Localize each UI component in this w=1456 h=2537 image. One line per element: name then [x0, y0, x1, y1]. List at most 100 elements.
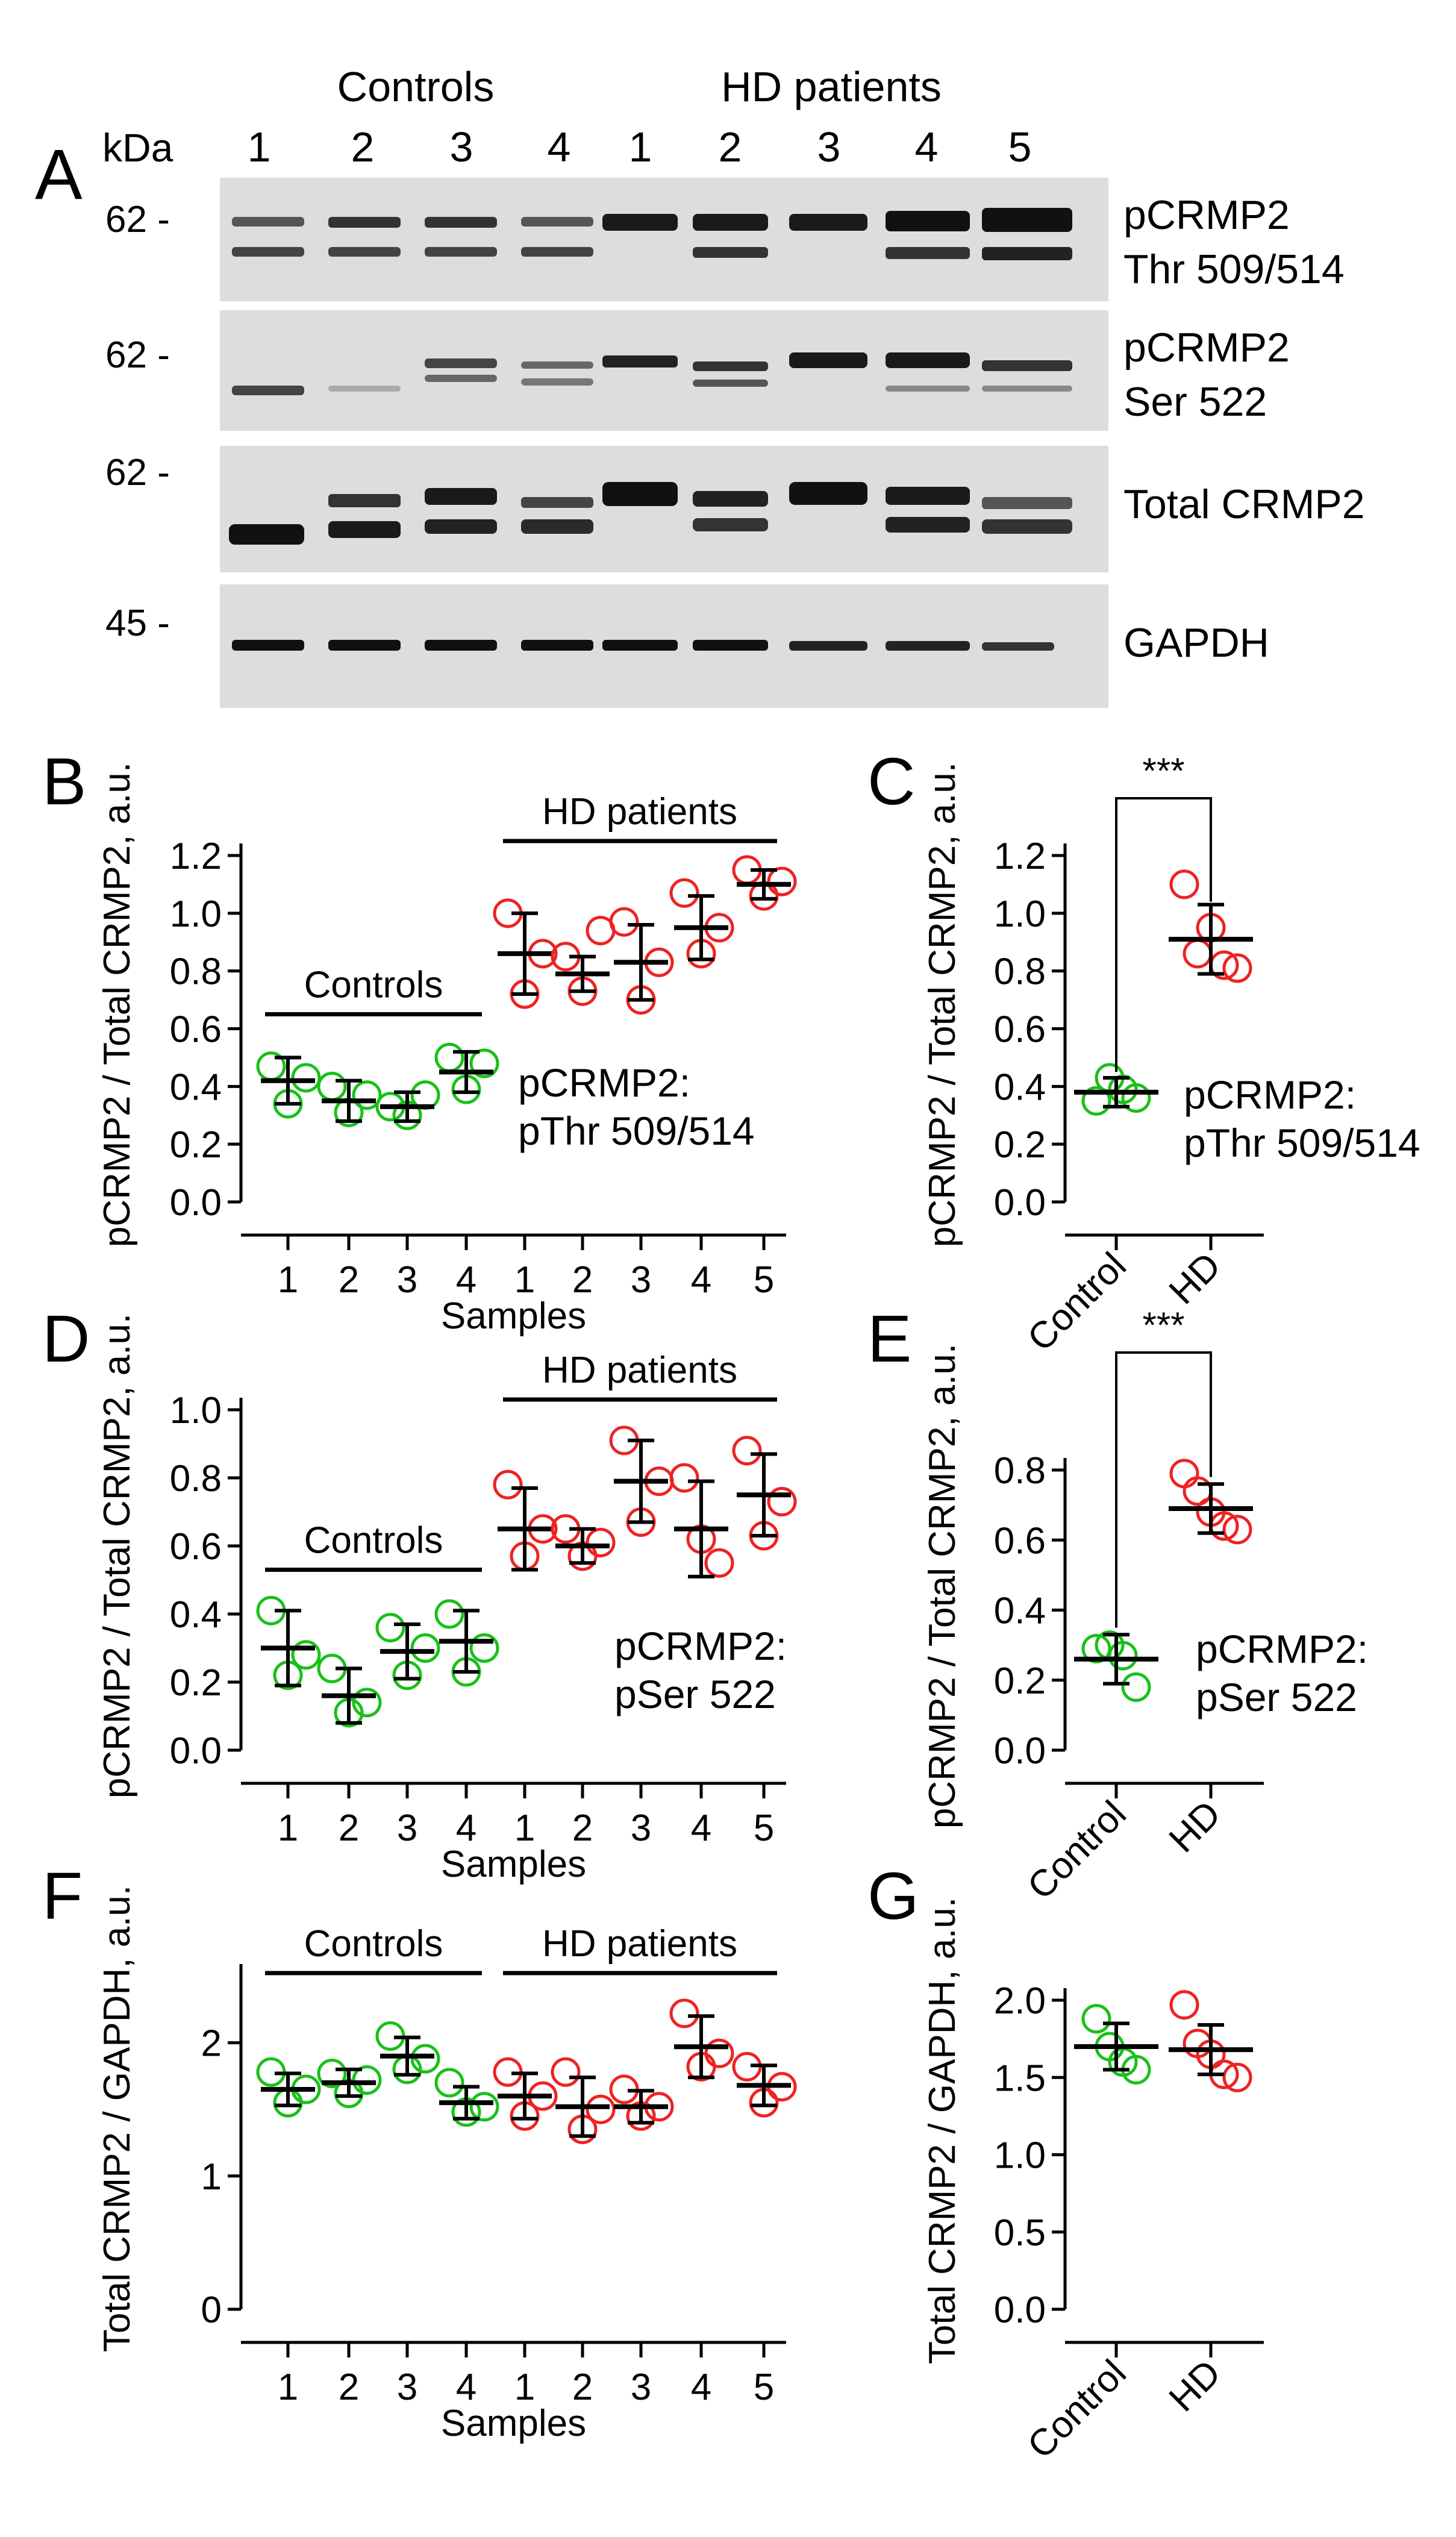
blot-band	[982, 360, 1072, 371]
lane-number: 1	[629, 124, 652, 170]
x-tick-label: 3	[397, 1259, 417, 1301]
blot-band	[982, 497, 1072, 509]
x-tick-label: HD	[1161, 1793, 1229, 1860]
blot-band	[328, 521, 401, 538]
blot-band	[602, 640, 678, 651]
annotation-line: pSer 522	[614, 1672, 776, 1716]
data-point	[469, 1633, 499, 1663]
blot-bands-pthr	[232, 208, 1072, 260]
blot-band	[328, 640, 401, 651]
blot-marker: 62 -	[105, 199, 170, 240]
y-tick-label: 0.0	[994, 1730, 1046, 1772]
data-point	[410, 1633, 440, 1663]
data-point	[1108, 1641, 1138, 1671]
x-tick-label: 1	[514, 2367, 535, 2408]
chart-c: 0.0 0.2 0.4 0.6 0.8 1.0 1.2 pCRMP2 / Total CRMP…	[922, 751, 1420, 1359]
panel-d: D 0.0 0.2 0.4 0.6 0.8 1.0 pCRMP2 / Total CRMP2…	[42, 1302, 797, 1885]
x-tick-label: 2	[572, 2367, 593, 2408]
x-tick-label: 3	[397, 2367, 417, 2408]
x-tick-label: 3	[397, 1807, 417, 1849]
blot-strip-pthr	[220, 178, 1108, 301]
data-point	[669, 878, 699, 908]
blot-band	[232, 386, 304, 395]
lane-number: 3	[450, 124, 473, 170]
blot-band	[229, 524, 304, 545]
y-tick-label: 0.6	[994, 1520, 1046, 1562]
panel-c: C 0.0 0.2 0.4 0.6 0.8 1.0 1.2 pCRMP2 / Total CR…	[867, 745, 1420, 1359]
data-point	[586, 2094, 616, 2124]
blot-band	[886, 386, 970, 392]
lane-number: 5	[1008, 124, 1032, 170]
blot-band	[425, 358, 497, 368]
blot-band	[328, 494, 401, 507]
blot-row-pser: 62 - pCRMP2 Ser 522	[105, 310, 1290, 431]
data-point	[434, 1042, 464, 1072]
x-tick-label: 2	[572, 1807, 593, 1849]
data-point	[732, 1436, 762, 1466]
panel-g: G 0.0 0.5 1.0 1.5 2.0 Total CRMP2 / GAPDH, a.…	[867, 1859, 1264, 2467]
y-tick-label: 0.4	[170, 1594, 222, 1636]
blot-group-hd: HD patients	[721, 63, 942, 110]
data-point	[767, 1487, 797, 1517]
blot-marker: 45 -	[105, 602, 170, 644]
blot-band	[886, 352, 970, 368]
x-tick-label: 5	[754, 1807, 774, 1849]
blot-band	[425, 519, 497, 534]
blot-band	[521, 361, 593, 369]
y-axis-label: pCRMP2 / Total CRMP2, a.u.	[922, 762, 963, 1247]
blot-band	[328, 386, 401, 392]
lane-number: 2	[719, 124, 742, 170]
y-axis-label: Total CRMP2 / GAPDH, a.u.	[96, 1885, 138, 2352]
x-tick-label: HD	[1161, 1245, 1229, 1312]
blot-band	[521, 497, 593, 508]
panel-letter-d: D	[42, 1302, 90, 1376]
x-tick-label: 1	[278, 1259, 298, 1301]
data-point	[317, 2058, 347, 2088]
y-tick-label: 0.0	[994, 1182, 1046, 1224]
blot-band	[521, 247, 593, 257]
x-tick-label: 1	[514, 1807, 535, 1849]
x-tick-label: 4	[456, 1259, 476, 1301]
x-tick-label: 4	[691, 1807, 711, 1849]
y-tick-label: 1.2	[994, 836, 1046, 877]
blot-band	[693, 214, 768, 231]
blot-bands-gapdh	[232, 640, 1054, 651]
y-tick-label: 0.8	[994, 951, 1046, 993]
blot-band	[328, 247, 401, 257]
lane-number: 2	[351, 124, 375, 170]
data-point	[493, 1469, 523, 1500]
data-point	[1169, 1990, 1199, 2020]
annotation-line: pSer 522	[1196, 1675, 1357, 1719]
blot-bands-pser	[232, 352, 1072, 395]
data-point	[1169, 869, 1199, 899]
blot-band	[693, 491, 768, 507]
y-tick-label: 0.0	[170, 1182, 222, 1224]
y-tick-label: 1.0	[994, 2135, 1046, 2177]
blot-band	[693, 518, 768, 531]
chart-b: 0.0 0.2 0.4 0.6 0.8 1.0 1.2 pCRMP2 / Total CRMP…	[96, 762, 797, 1337]
blot-band	[602, 214, 678, 231]
blot-band	[693, 380, 768, 387]
blot-band	[982, 642, 1054, 651]
x-tick-label: 1	[278, 2367, 298, 2408]
data-point	[586, 1527, 616, 1557]
blot-marker: 62 -	[105, 452, 170, 493]
data-point	[352, 2065, 382, 2095]
x-tick-label: 5	[754, 2367, 774, 2408]
y-tick-label: 2	[201, 2023, 222, 2065]
blot-band	[982, 208, 1072, 232]
panel-letter-a: A	[35, 135, 83, 214]
x-tick-label: HD	[1161, 2352, 1229, 2420]
x-tick-label: 4	[456, 2367, 476, 2408]
data-point	[469, 2092, 499, 2122]
group-label-controls: Controls	[304, 1923, 443, 1965]
panel-letter-e: E	[867, 1302, 911, 1376]
panel-letter-g: G	[867, 1859, 919, 1933]
blot-band	[982, 519, 1072, 534]
blot-band	[425, 640, 497, 651]
data-point	[352, 1080, 382, 1110]
data-point	[1169, 1459, 1199, 1489]
group-label-controls: Controls	[304, 1520, 443, 1562]
lane-number: 1	[248, 124, 271, 170]
